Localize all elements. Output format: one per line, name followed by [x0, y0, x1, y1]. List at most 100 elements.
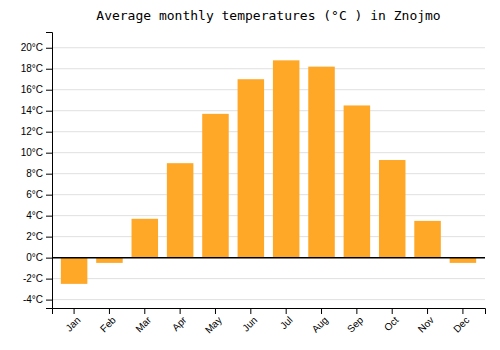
- y-tick-mark: [46, 90, 52, 91]
- y-tick: 20°C: [21, 42, 52, 53]
- bars: [61, 60, 476, 284]
- y-tick-label: 18°C: [21, 63, 43, 74]
- y-tick-mark: [46, 258, 52, 259]
- y-tick-mark: [46, 279, 52, 280]
- y-tick-mark: [46, 132, 52, 133]
- y-tick: 8°C: [26, 168, 52, 179]
- bar: [308, 67, 335, 258]
- grid-line: [52, 215, 485, 216]
- x-tick-mark: [74, 308, 75, 314]
- bar: [202, 114, 229, 258]
- bar: [61, 258, 88, 284]
- y-tick-label: 2°C: [26, 231, 43, 242]
- grid-line: [52, 278, 485, 279]
- y-tick-label: -2°C: [23, 273, 43, 284]
- x-tick-label: May: [203, 314, 224, 335]
- plot: -4°C -2°C 0°C 2°C 4°C 6°C 8°C 10°C 12°C 14°C 16°C 1…: [21, 33, 486, 336]
- grid-line: [52, 110, 485, 111]
- y-tick: 2°C: [26, 231, 52, 242]
- y-tick: 14°C: [21, 105, 52, 116]
- title: Average monthly temperatures (°C ) in Zn…: [96, 8, 440, 23]
- y-tick: 6°C: [26, 189, 52, 200]
- y-tick: 12°C: [21, 126, 52, 137]
- y-tick-mark: [46, 237, 52, 238]
- bar: [414, 221, 441, 258]
- x-tick-mark: [356, 308, 357, 314]
- x-tick: Jul: [278, 308, 295, 331]
- y-tick: 16°C: [21, 84, 52, 95]
- grid-line: [52, 257, 485, 258]
- x-tick-mark: [286, 308, 287, 314]
- x-tick-mark: [392, 308, 393, 314]
- zero-line: [52, 257, 485, 259]
- x-axis-line: [53, 309, 486, 315]
- y-tick-mark: [46, 174, 52, 175]
- y-tick-mark: [46, 111, 52, 112]
- grid-line: [52, 131, 485, 132]
- x-tick-mark: [250, 308, 251, 314]
- y-tick-label: 0°C: [26, 252, 43, 263]
- y-tick-mark: [46, 153, 52, 154]
- x-tick-label: Jun: [240, 314, 259, 333]
- bar: [273, 60, 300, 257]
- grid-line: [52, 194, 485, 195]
- bar: [379, 160, 406, 258]
- grid-line: [52, 173, 485, 174]
- x-tick: Jan: [63, 308, 82, 334]
- y-tick-mark: [46, 300, 52, 301]
- x-tick-label: Nov: [416, 314, 436, 334]
- x-tick-mark: [321, 308, 322, 314]
- bar: [344, 105, 371, 257]
- bar: [167, 163, 194, 257]
- y-tick-label: 6°C: [26, 189, 43, 200]
- y-tick-mark: [46, 48, 52, 49]
- x-tick-mark: [427, 308, 428, 314]
- y-tick-mark: [46, 216, 52, 217]
- grid-line: [52, 299, 485, 300]
- x-tick-label: Mar: [133, 314, 153, 334]
- grid-line: [52, 47, 485, 48]
- y-tick-label: 10°C: [21, 147, 43, 158]
- x-tick-label: Oct: [382, 314, 401, 333]
- x-tick-label: Jan: [63, 314, 82, 333]
- y-axis-line: [46, 33, 53, 309]
- y-tick: 4°C: [26, 210, 52, 221]
- x-tick-label: Aug: [310, 314, 330, 334]
- y-tick: -4°C: [23, 294, 52, 305]
- x-tick-label: Sep: [345, 314, 366, 335]
- y-tick-mark: [46, 69, 52, 70]
- x-tick: Nov: [416, 308, 436, 335]
- x-tick-label: Feb: [98, 314, 118, 334]
- x-tick: May: [203, 308, 224, 336]
- x-tick: Apr: [170, 308, 189, 333]
- y-tick: 0°C: [26, 252, 52, 263]
- grid: [52, 48, 485, 300]
- x-tick-label: Dec: [451, 314, 471, 334]
- grid-line: [52, 68, 485, 69]
- y-tick-label: 14°C: [21, 105, 43, 116]
- y-tick-label: 16°C: [21, 84, 43, 95]
- x-tick: Aug: [310, 308, 330, 335]
- x-tick: Jun: [240, 308, 259, 334]
- bar: [450, 258, 477, 263]
- x-tick-mark: [215, 308, 216, 314]
- y-tick: 10°C: [21, 147, 52, 158]
- y-tick-label: 8°C: [26, 168, 43, 179]
- x-tick: Mar: [133, 308, 153, 334]
- y-tick-label: 4°C: [26, 210, 43, 221]
- y-tick: 18°C: [21, 63, 52, 74]
- x-tick: Feb: [98, 308, 118, 334]
- y-tick-label: -4°C: [23, 294, 43, 305]
- chart: -4°C -2°C 0°C 2°C 4°C 6°C 8°C 10°C 12°C 14°C 16°C 1…: [0, 0, 500, 350]
- x-tick-mark: [144, 308, 145, 314]
- y-tick-label: 12°C: [21, 126, 43, 137]
- x-tick-label: Apr: [170, 314, 189, 333]
- y-tick-mark: [46, 195, 52, 196]
- x-tick-label: Jul: [278, 314, 295, 331]
- x-tick: Sep: [345, 308, 366, 335]
- bar: [238, 79, 265, 257]
- y-tick: -2°C: [23, 273, 52, 284]
- bar: [132, 219, 159, 258]
- bar: [96, 258, 123, 263]
- x-axis: Jan Feb Mar Apr May Jun Jul Aug Sep Oct Nov Dec: [53, 308, 486, 336]
